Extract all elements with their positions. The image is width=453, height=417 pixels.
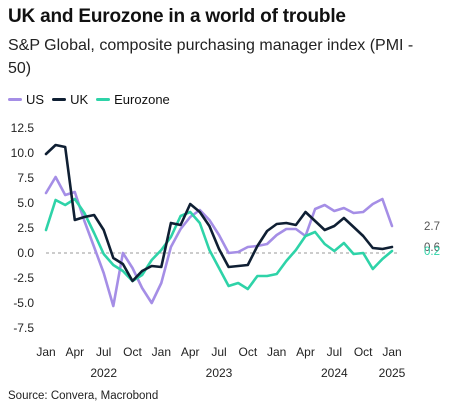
x-tick-label: Jul <box>96 345 111 359</box>
x-tick-label: Jan <box>152 345 171 359</box>
x-year-label: 2023 <box>206 366 233 380</box>
y-tick-label: -2.5 <box>13 271 34 285</box>
legend-item-eurozone: Eurozone <box>96 92 170 107</box>
series-line-eurozone <box>44 197 394 291</box>
end-value-label-eurozone: 0.2 <box>424 246 440 258</box>
x-year-label: 2025 <box>379 366 406 380</box>
legend-label-eurozone: Eurozone <box>114 92 170 107</box>
legend-item-uk: UK <box>52 92 88 107</box>
legend-swatch-eurozone <box>96 98 111 101</box>
x-tick-label: Jul <box>327 345 342 359</box>
x-tick-label: Oct <box>238 345 257 359</box>
legend-label-us: US <box>26 92 45 107</box>
legend-item-us: US <box>8 92 44 107</box>
legend-swatch-uk <box>52 98 67 101</box>
x-tick-label: Apr <box>65 345 84 359</box>
end-value-label-us: 2.7 <box>424 221 440 233</box>
y-tick-label: 12.5 <box>11 121 35 135</box>
x-year-label: 2022 <box>90 366 117 380</box>
x-tick-label: Apr <box>296 345 315 359</box>
chart-source: Source: Convera, Macrobond <box>8 390 159 402</box>
series-line-uk <box>44 143 394 283</box>
chart-title: UK and Eurozone in a world of trouble <box>8 6 346 27</box>
y-tick-label: 0.0 <box>17 246 34 260</box>
x-tick-label: Oct <box>123 345 142 359</box>
y-tick-label: -7.5 <box>13 321 34 335</box>
x-year-label: 2024 <box>321 366 348 380</box>
x-tick-label: Apr <box>181 345 200 359</box>
y-tick-label: 7.5 <box>17 171 34 185</box>
x-tick-label: Jan <box>36 345 55 359</box>
x-tick-label: Oct <box>354 345 373 359</box>
chart-subtitle: S&P Global, composite purchasing manager… <box>8 37 414 77</box>
legend-label-uk: UK <box>70 92 89 107</box>
end-value-label-uk: 0.6 <box>424 242 440 254</box>
legend-swatch-us <box>8 98 22 101</box>
y-tick-label: 10.0 <box>11 146 35 160</box>
series-line-us <box>44 175 394 308</box>
x-tick-label: Jan <box>267 345 286 359</box>
x-tick-label: Jul <box>211 345 226 359</box>
y-tick-label: 5.0 <box>17 196 34 210</box>
x-tick-label: Jan <box>382 345 401 359</box>
y-tick-label: -5.0 <box>13 296 34 310</box>
chart-legend: US UK Eurozone <box>8 92 178 107</box>
y-tick-label: 2.5 <box>17 221 34 235</box>
